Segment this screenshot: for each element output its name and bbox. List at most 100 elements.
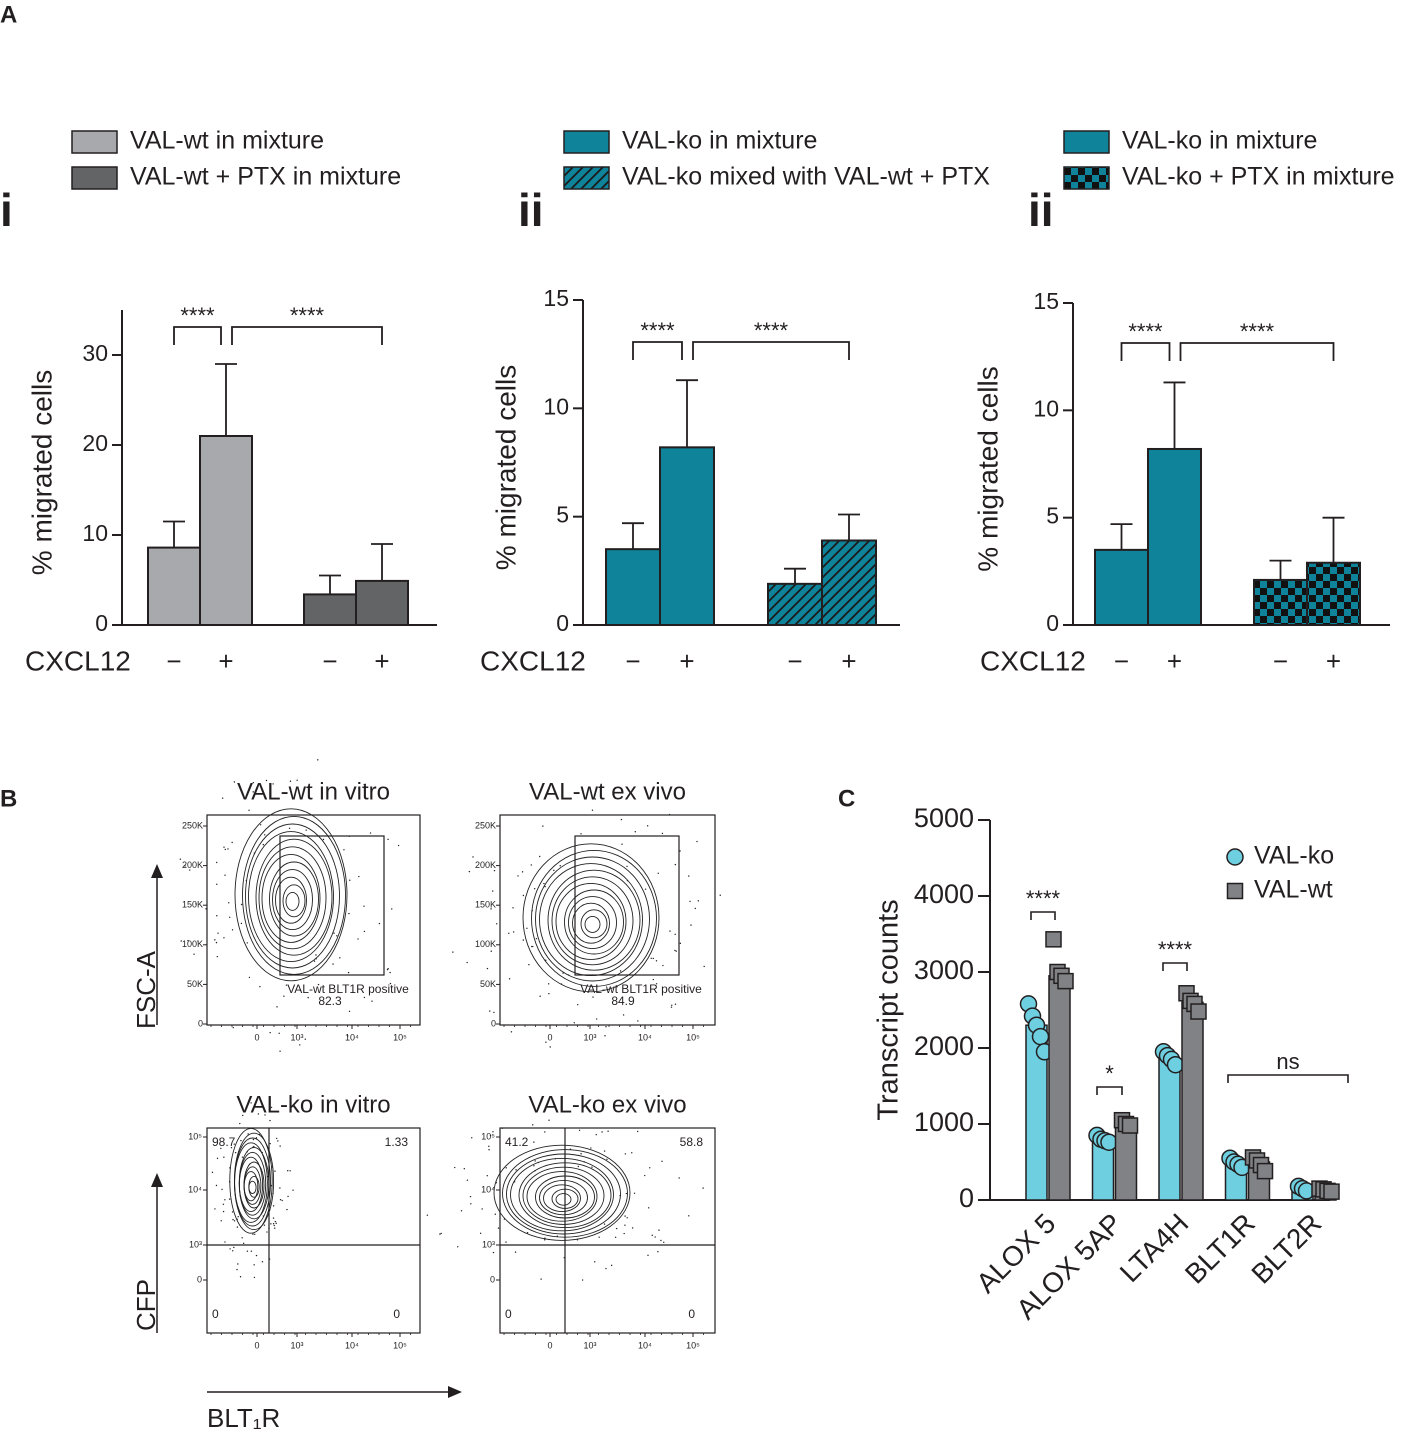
x-tick-label: 0 xyxy=(254,1340,259,1350)
event-dot xyxy=(279,1145,281,1147)
significance-label: **** xyxy=(1128,319,1163,344)
event-dot xyxy=(195,903,197,905)
y-tick-label: 0 xyxy=(491,1018,496,1028)
legend-label: VAL-wt in mixture xyxy=(130,127,324,155)
event-dot xyxy=(631,1152,633,1154)
event-dot xyxy=(224,1241,226,1243)
event-dot xyxy=(287,1195,289,1198)
error-bar xyxy=(1269,559,1292,580)
event-dot xyxy=(232,1218,234,1221)
event-dot xyxy=(657,1251,659,1253)
contour xyxy=(547,869,641,971)
event-dot xyxy=(274,1227,276,1229)
y-tick-label: 0 xyxy=(1046,610,1059,636)
plot-frame xyxy=(499,1127,716,1334)
event-dot xyxy=(214,1208,216,1210)
significance-bracket xyxy=(231,326,383,345)
y-tick-label: 0 xyxy=(197,1274,202,1284)
quadrant-value: 1.33 xyxy=(385,1135,409,1149)
significance-bracket xyxy=(632,341,683,360)
event-dot xyxy=(439,1233,441,1235)
event-dot xyxy=(237,1216,239,1218)
error-bar xyxy=(838,513,860,541)
event-dot xyxy=(678,1177,680,1179)
event-dot xyxy=(694,907,696,910)
event-dot xyxy=(248,809,250,812)
x-tick-label: − xyxy=(787,646,802,676)
x-tick-label: − xyxy=(1273,646,1288,676)
y-tick-label: 200K xyxy=(475,860,496,870)
event-dot xyxy=(332,963,334,965)
event-dot xyxy=(543,1239,546,1241)
event-dot xyxy=(214,939,216,941)
event-dot xyxy=(637,1130,639,1133)
event-dot xyxy=(386,968,389,971)
event-dot xyxy=(703,965,705,968)
y-tick-label: 0 xyxy=(556,610,569,636)
event-dot xyxy=(426,1214,429,1216)
event-dot xyxy=(229,1248,231,1250)
event-dot xyxy=(317,759,319,761)
event-dot xyxy=(512,907,514,909)
event-dot xyxy=(289,1170,291,1172)
event-dot xyxy=(468,870,471,873)
error-bar xyxy=(784,567,806,584)
y-tick-label: 0 xyxy=(959,1183,974,1213)
event-dot xyxy=(397,844,400,847)
significance-bracket xyxy=(1030,911,1056,920)
event-dot xyxy=(668,813,671,816)
contour xyxy=(522,1166,605,1225)
event-dot xyxy=(193,953,195,955)
x-tick-label: + xyxy=(374,646,389,676)
event-dot xyxy=(261,1261,264,1263)
event-dot xyxy=(391,908,393,910)
event-dot xyxy=(530,864,532,866)
contour xyxy=(245,823,340,969)
plot-title: VAL-wt in vitro xyxy=(237,778,390,805)
event-dot xyxy=(624,1153,627,1155)
contour xyxy=(243,1166,262,1205)
event-dot xyxy=(652,957,654,960)
x-tick-label: 10⁴ xyxy=(345,1340,359,1350)
bar xyxy=(1158,1058,1181,1201)
event-dot xyxy=(592,996,594,998)
legend-marker xyxy=(1226,848,1244,866)
arrow-head xyxy=(151,864,163,878)
significance-bracket xyxy=(1227,1074,1349,1083)
event-dot xyxy=(248,976,251,979)
event-dot xyxy=(598,1236,600,1238)
event-dot xyxy=(624,1215,626,1217)
event-dot xyxy=(532,1124,534,1126)
significance-bracket xyxy=(1179,342,1335,361)
event-dot xyxy=(512,931,515,933)
axis-label: BLT₁R xyxy=(207,1403,280,1433)
data-point xyxy=(1100,1133,1118,1151)
axis-label: FSC-A xyxy=(131,950,161,1029)
error-bar xyxy=(1322,516,1345,563)
event-dot xyxy=(649,1167,651,1169)
gate-label: VAL-wt BLT1R positive xyxy=(287,982,409,996)
event-dot xyxy=(508,978,511,980)
contour xyxy=(493,1144,631,1241)
event-dot xyxy=(279,1187,281,1189)
event-dot xyxy=(633,1192,636,1194)
y-tick-label: 250K xyxy=(475,820,496,830)
event-dot xyxy=(378,922,381,925)
event-dot xyxy=(255,1137,258,1139)
contour xyxy=(580,909,608,939)
data-point xyxy=(1166,1055,1185,1074)
panel-label: B xyxy=(0,785,17,812)
event-dot xyxy=(230,1146,233,1149)
legend-label: VAL-ko mixed with VAL-wt + PTX xyxy=(622,163,990,191)
event-dot xyxy=(233,1220,236,1222)
event-dot xyxy=(548,992,550,995)
event-dot xyxy=(493,869,496,872)
bar xyxy=(1114,1123,1138,1201)
quadrant-value: 0 xyxy=(505,1307,512,1321)
event-dot xyxy=(277,1140,279,1142)
event-dot xyxy=(661,832,664,835)
event-dot xyxy=(674,933,676,936)
y-tick-label: 150K xyxy=(182,900,203,910)
event-dot xyxy=(577,1165,580,1168)
